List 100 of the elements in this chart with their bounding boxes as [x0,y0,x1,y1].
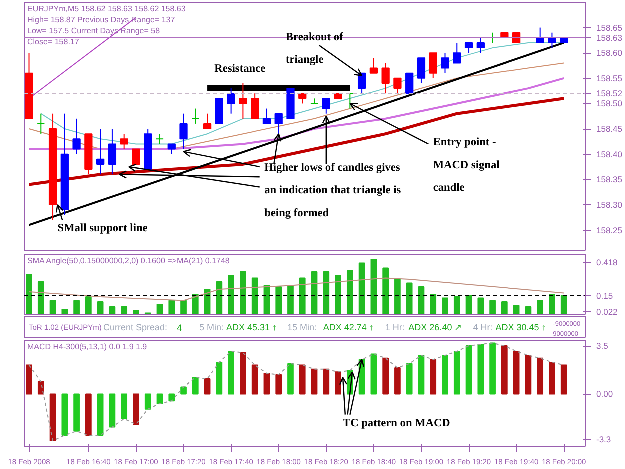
bar [50,394,56,442]
bar [97,394,104,436]
y-tick-label: 0.418 [596,257,618,268]
candlestick [251,93,260,120]
bar [525,306,532,314]
bar [442,355,448,395]
bar [204,378,211,395]
bar [490,300,496,314]
candlestick [132,148,140,165]
bar [109,306,116,314]
bar [513,305,520,314]
bar [180,386,187,395]
text: ADX 42.74 ↑ [323,322,374,332]
bar [216,362,223,395]
bar [288,363,294,395]
y-tick-label: 158.35 [596,174,623,185]
bar [525,355,532,395]
bar [299,278,306,314]
bar [323,368,330,395]
candlestick [227,88,236,114]
y-tick-label: 158.40 [596,149,623,160]
bar [394,279,401,314]
candlestick [464,42,474,54]
bar [109,394,116,428]
bar [180,300,187,314]
annotation: Entry point - MACD signal candle [433,136,500,194]
candlestick [512,32,521,44]
candlestick [310,98,319,104]
bar [121,306,128,314]
bar [144,394,152,410]
bar [299,364,306,395]
bar [97,302,104,314]
bar [478,344,484,395]
text: 5 Min: [200,322,224,332]
y-tick-label: 158.50 [596,98,623,109]
bar [478,298,484,314]
bar [276,374,282,395]
text: 15 Min: [287,322,318,332]
y-tick-label: 158.63 [596,32,623,43]
bar [133,310,140,314]
y-tick-label: 0.022 [596,306,618,317]
bar [370,354,378,395]
bar [549,362,556,395]
candlestick [429,52,438,79]
candlestick [406,72,414,94]
chart-title: SMA Angle(50,0.15000000,2,0) 0.1600 =>MA(21) 0.1748 [28,256,230,266]
bar [502,302,508,314]
candlestick [382,62,390,94]
y-tick-label: 158.65 [596,22,623,33]
text: 4 [177,323,182,333]
bar [335,372,342,395]
chart-title: EURJPYm,M5 158.62 158.63 158.62 158.63 [28,4,186,14]
y-tick-label: 0.15 [596,290,614,301]
bar [264,373,270,395]
bar [454,296,460,314]
candlestick [370,58,378,74]
bar [442,298,448,314]
candlestick [180,113,188,150]
bar [62,394,68,436]
bar [358,262,366,314]
candlestick [262,108,272,124]
candlestick [239,82,248,120]
annotation: Resistance [214,63,266,76]
bar [276,286,282,314]
candlestick [120,134,128,150]
bar [168,394,176,402]
bar [62,309,68,314]
bar [50,300,56,314]
candlestick [476,37,485,54]
bar [288,285,294,314]
candlestick [168,144,176,155]
bar [490,342,496,395]
candlestick [156,134,164,145]
bar [466,295,472,314]
y-tick-label: 158.60 [596,48,623,58]
bar [370,259,378,314]
annotation: Close= 158.17 [28,38,80,46]
y-tick-label: 158.30 [596,200,623,210]
candlestick [203,113,212,130]
bar [86,296,92,314]
bar [502,346,508,395]
bar [192,377,199,395]
bar [560,295,568,314]
bar [74,394,80,432]
bar [382,268,389,314]
candlestick [108,128,117,176]
y-tick-label: 158.55 [596,73,623,84]
bar [311,272,318,314]
bar [394,368,401,395]
y-tick-label: 3.5 [596,341,609,352]
bar [156,304,164,314]
bar [26,274,32,314]
text: ADX 30.45 ↑ [496,322,546,332]
annotation: High= 158.87 Previous Days Range= 137 [28,16,176,24]
bar [240,272,246,314]
bar [38,381,44,395]
bar [74,300,80,314]
bar [382,358,389,395]
bar [252,278,258,314]
bar [430,294,437,314]
